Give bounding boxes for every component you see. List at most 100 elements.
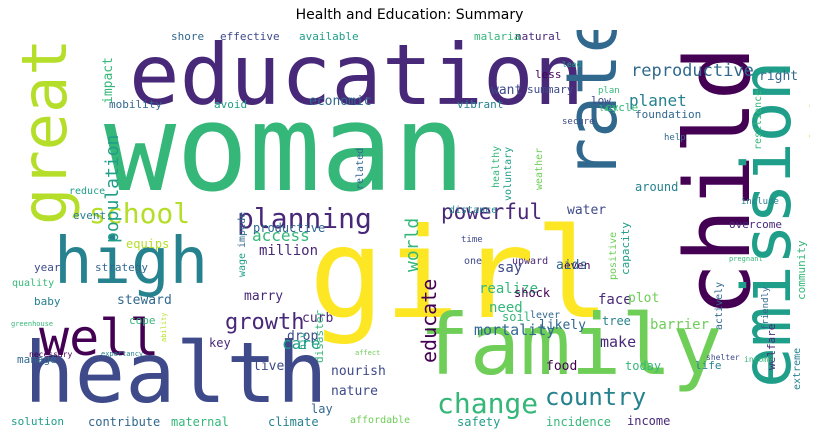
cloud-word: shock	[514, 286, 551, 300]
cloud-word: need	[489, 300, 523, 316]
cloud-word: healthy	[491, 145, 502, 188]
cloud-word: voluntary	[503, 146, 514, 201]
cloud-word: related	[355, 147, 366, 190]
cloud-word: population	[102, 134, 123, 243]
cloud-word: family	[419, 296, 723, 394]
cloud-word: safety	[457, 415, 501, 429]
cloud-word: face	[598, 292, 632, 308]
cloud-word: income	[744, 355, 773, 364]
cloud-word: live	[253, 359, 285, 374]
cloud-word: aids	[556, 258, 588, 273]
cloud-word: steward	[117, 293, 172, 308]
word-cloud: woman girl education child family health high e…	[9, 30, 810, 431]
cloud-word: drop	[287, 329, 319, 344]
cloud-word: secure	[562, 117, 595, 127]
cloud-word: income	[627, 414, 671, 428]
cloud-word: million	[259, 243, 319, 259]
cloud-word: great	[9, 38, 81, 225]
cloud-word: productive	[253, 221, 326, 235]
cloud-word: affordable	[350, 415, 411, 426]
cloud-word: nature	[331, 384, 378, 399]
cloud-word: contribute	[88, 415, 161, 429]
cloud-word: soil	[502, 310, 531, 324]
cloud-word: manage	[17, 353, 57, 366]
cloud-word: natural	[515, 30, 562, 43]
cloud-word: positive	[608, 231, 619, 280]
cloud-word: key	[209, 336, 231, 350]
cloud-word: economic	[309, 94, 372, 109]
cloud-word: equips	[126, 237, 170, 251]
cloud-word: baby	[34, 295, 61, 308]
cloud-word: cycle	[605, 101, 639, 114]
cloud-word: growth	[225, 310, 305, 335]
cloud-word: time	[461, 235, 483, 245]
cloud-word: summary	[527, 83, 574, 96]
cloud-word: effective	[220, 30, 280, 43]
cloud-word: shelter	[706, 353, 740, 362]
cloud-word: powerful	[441, 200, 543, 224]
cloud-word: include	[741, 197, 779, 207]
cloud-word: make	[600, 333, 637, 351]
cloud-word: greenhouse	[11, 320, 54, 328]
cloud-word: well	[39, 309, 160, 367]
cloud-word: food	[546, 359, 578, 374]
cloud-word: malaria	[474, 30, 521, 43]
cloud-word: plot	[628, 291, 660, 306]
cloud-word: vibrant	[457, 98, 504, 111]
cloud-word: mortality	[474, 321, 556, 339]
cloud-word: country	[545, 383, 647, 411]
cloud-word: year	[34, 261, 61, 274]
cloud-word: strategy	[95, 261, 148, 274]
cloud-word: ability	[160, 312, 168, 342]
cloud-word: available	[299, 30, 359, 43]
cloud-word: resilience	[753, 89, 764, 150]
cloud-word: planning	[237, 202, 372, 235]
cloud-word: actively	[714, 281, 725, 330]
cloud-word: impact	[101, 57, 116, 104]
cloud-word: expectancy	[101, 350, 144, 358]
cloud-word: school	[89, 197, 191, 230]
cloud-word: lay	[311, 402, 333, 416]
cloud-word: plan	[598, 86, 620, 96]
cloud-word: overcome	[729, 218, 782, 231]
cloud-word: water	[567, 203, 607, 218]
cloud-word: climate	[268, 415, 319, 429]
cloud-word: want	[491, 83, 523, 98]
cloud-word: shore	[171, 30, 205, 43]
cloud-word: marry	[244, 289, 284, 304]
cloud-word: curb	[302, 311, 334, 326]
cloud-word: realize	[479, 281, 539, 297]
cloud-word: reduce	[69, 186, 106, 197]
cloud-word: extreme	[792, 347, 803, 390]
cloud-word: community	[795, 240, 808, 300]
cloud-word: education	[129, 30, 585, 124]
cloud-word: reproductive	[631, 61, 754, 81]
cloud-word: foundation	[635, 108, 702, 121]
cloud-word: around	[635, 180, 679, 194]
cloud-word: nourish	[331, 364, 386, 379]
cloud-word: hiv	[298, 331, 309, 350]
cloud-word: today	[625, 359, 662, 373]
cloud-word: tree	[602, 314, 631, 328]
cloud-word: woman	[104, 80, 466, 219]
cloud-word: planet	[629, 91, 687, 110]
cloud-word: barrier	[650, 317, 710, 333]
cloud-word: solution	[11, 415, 64, 428]
cloud-word: say	[497, 260, 523, 276]
cloud-word: weather	[534, 147, 545, 190]
cloud-word: impede	[237, 211, 248, 248]
chart-title: Health and Education: Summary	[295, 7, 524, 23]
cloud-word: avoid	[214, 98, 248, 111]
cloud-word: capacity	[619, 222, 632, 275]
cloud-word: upward	[512, 256, 549, 267]
cloud-word: incidence	[546, 415, 612, 429]
cloud-word: cope	[129, 314, 156, 327]
cloud-word: agricultural	[808, 203, 810, 283]
cloud-word: disaster	[313, 310, 326, 363]
cloud-word: educate	[417, 278, 441, 363]
cloud-word: care	[282, 334, 321, 353]
cloud-word: pregnant	[729, 255, 763, 263]
cloud-word: life	[695, 359, 722, 372]
cloud-word: low	[591, 94, 611, 107]
cloud-word: one	[464, 256, 483, 267]
